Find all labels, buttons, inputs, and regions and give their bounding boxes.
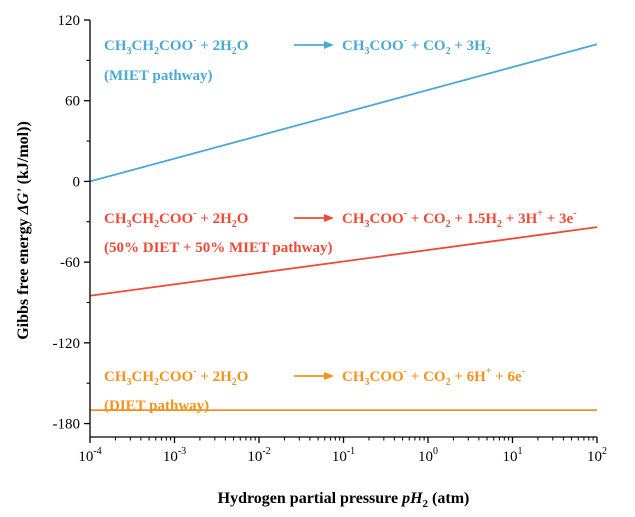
y-tick-label: -180: [53, 417, 81, 433]
x-tick-label: 102: [587, 446, 607, 465]
reaction-arrow-head: [324, 41, 334, 49]
pathway-label: (DIET pathway): [104, 398, 209, 414]
y-tick-label: 0: [73, 174, 81, 190]
equation-rhs: CH3​COO-​ + CO2​ + 3H2​: [342, 35, 491, 57]
annotation-1: CH3​CH2​COO-​ + 2H2​O CH3​COO-​ + CO2​ + …: [104, 208, 577, 256]
axis-titles: Hydrogen partial pressure pH2 (atm) Gibbs…: [15, 121, 469, 510]
y-tick-label: -60: [60, 255, 80, 271]
reaction-arrow-head: [324, 372, 334, 380]
x-tick-label: 101: [503, 446, 523, 465]
reaction-annotations: CH3​CH2​COO-​ + 2H2​O CH3​COO-​ + CO2​ + …: [104, 35, 577, 414]
x-tick-label: 10-1: [332, 446, 355, 465]
series-lines: [89, 43, 598, 412]
ticks: 120 60 0 -60 -120 -180 10-4 10-3 10-2 10-1 100 101 1…: [53, 13, 608, 465]
equation-lhs: CH3​CH2​COO-​ + 2H2​O: [104, 366, 248, 388]
annotation-0: CH3​CH2​COO-​ + 2H2​O CH3​COO-​ + CO2​ + …: [104, 35, 491, 84]
equation-lhs: CH3​CH2​COO-​ + 2H2​O: [104, 208, 248, 230]
y-tick-label: 60: [65, 94, 80, 110]
y-tick-label: -120: [53, 336, 81, 352]
y-axis-title: Gibbs free energy ΔG' (kJ/mol)): [15, 121, 32, 340]
equation-rhs: CH3​COO-​ + CO2​ + 1.5H2​ + 3H+​ + 3e-​: [342, 208, 577, 230]
y-tick-label: 120: [58, 13, 81, 29]
annotation-2: CH3​CH2​COO-​ + 2H2​O CH3​COO-​ + CO2​ + …: [104, 366, 525, 414]
x-tick-label: 10-4: [78, 446, 101, 465]
equation-rhs: CH3​COO-​ + CO2​ + 6H+​ + 6e-​: [342, 366, 525, 388]
pathway-label: (MIET pathway): [104, 68, 213, 84]
pathway-label: (50% DIET + 50% MIET pathway): [104, 240, 332, 256]
reaction-arrow-head: [324, 214, 334, 222]
x-axis-title: Hydrogen partial pressure pH2 (atm): [218, 490, 470, 510]
x-tick-label: 10-3: [163, 446, 186, 465]
equation-lhs: CH3​CH2​COO-​ + 2H2​O: [104, 35, 248, 57]
series-line-0: [89, 43, 598, 183]
series-line-1: [89, 226, 598, 297]
x-tick-label: 100: [418, 446, 438, 465]
x-tick-label: 10-2: [247, 446, 270, 465]
